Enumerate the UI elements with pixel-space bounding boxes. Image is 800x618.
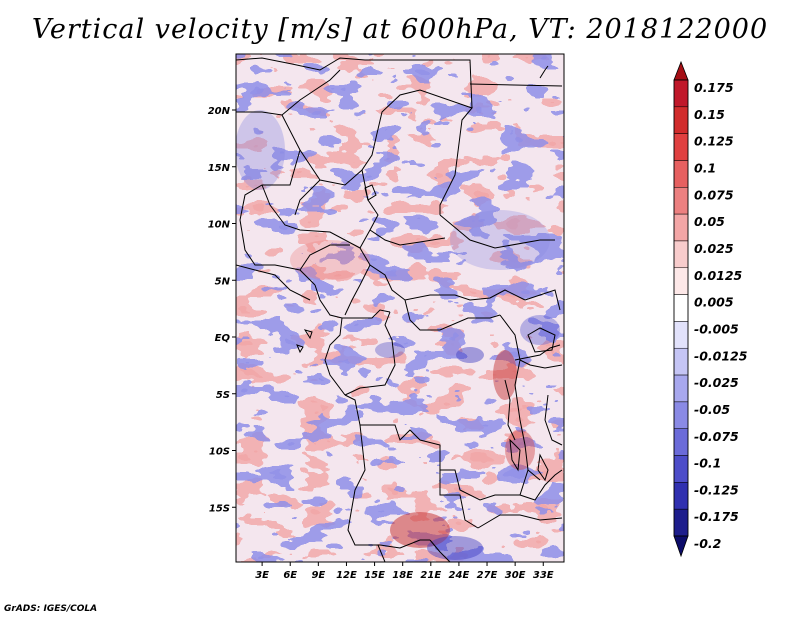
colorbar-segment bbox=[673, 482, 689, 510]
colorbar-segment bbox=[673, 401, 689, 429]
colorbar-segment bbox=[673, 79, 689, 108]
lon-tick-label: 6E bbox=[283, 570, 297, 581]
lon-tick-label: 27E bbox=[477, 570, 498, 581]
colorbar-label: 0.175 bbox=[694, 80, 734, 95]
lon-tick-label: 18E bbox=[392, 570, 413, 581]
colorbar-segment bbox=[673, 374, 689, 403]
colorbar-segment bbox=[673, 294, 689, 322]
colorbar-segment bbox=[673, 428, 689, 456]
colorbar-label: -0.175 bbox=[694, 509, 739, 524]
lat-tick-label: 5N bbox=[215, 276, 231, 287]
lon-tick-label: 30E bbox=[505, 570, 526, 581]
latitude-axis: 20N 15N 10N 5N EQ 5S 10S 15S bbox=[208, 106, 236, 514]
colorbar-label: 0.15 bbox=[694, 107, 725, 122]
lon-tick-label: 15E bbox=[364, 570, 385, 581]
colorbar-segment bbox=[673, 321, 689, 349]
lat-tick-label: 20N bbox=[208, 106, 231, 117]
colorbar-label: 0.05 bbox=[694, 214, 725, 229]
colorbar-label: -0.025 bbox=[694, 375, 739, 390]
colorbar-segment bbox=[673, 508, 689, 537]
credit-text: GrADS: IGES/COLA bbox=[4, 604, 98, 614]
colorbar-segment bbox=[673, 187, 689, 215]
lon-tick-label: 3E bbox=[255, 570, 269, 581]
lat-tick-label: 10S bbox=[209, 447, 230, 458]
colorbar-label: -0.125 bbox=[694, 482, 739, 497]
colorbar-label: -0.005 bbox=[694, 321, 739, 336]
colorbar-segment bbox=[673, 106, 689, 134]
lat-tick-label: EQ bbox=[215, 333, 231, 344]
lat-tick-label: 15N bbox=[208, 163, 231, 174]
country-borders bbox=[236, 57, 563, 562]
lon-tick-label: 12E bbox=[336, 570, 357, 581]
lat-tick-label: 5S bbox=[216, 390, 230, 401]
colorbar-segment bbox=[673, 267, 689, 295]
colorbar-label: -0.0125 bbox=[694, 348, 748, 363]
colorbar-segment bbox=[673, 213, 689, 242]
lat-tick-label: 15S bbox=[209, 503, 230, 514]
colorbar-bottom-arrow bbox=[673, 535, 689, 558]
vertical-velocity-field bbox=[236, 54, 564, 562]
longitude-axis: 3E 6E 9E 12E 15E 18E 21E 24E 27E 30E 33E bbox=[255, 562, 554, 581]
colorbar-segment bbox=[673, 133, 689, 161]
lon-tick-label: 21E bbox=[420, 570, 441, 581]
colorbar-segment bbox=[673, 455, 689, 483]
lon-tick-label: 24E bbox=[449, 570, 470, 581]
lon-tick-label: 9E bbox=[311, 570, 325, 581]
colorbar-label: -0.05 bbox=[694, 402, 730, 417]
colorbar-label: -0.075 bbox=[694, 429, 739, 444]
plot-title: Vertical velocity [m/s] at 600hPa, VT: 2… bbox=[31, 14, 769, 45]
colorbar-segment bbox=[673, 347, 689, 376]
colorbar-label: 0.005 bbox=[694, 295, 734, 310]
colorbar-segment bbox=[673, 160, 689, 188]
colorbar: 0.175 0.15 0.125 0.1 0.075 0.05 0.025 0.0125 0.0… bbox=[673, 60, 748, 558]
map-frame bbox=[235, 53, 565, 563]
colorbar-label: 0.025 bbox=[694, 241, 734, 256]
lat-tick-label: 10N bbox=[208, 220, 231, 231]
colorbar-top-arrow bbox=[673, 60, 689, 81]
lon-tick-label: 33E bbox=[533, 570, 554, 581]
colorbar-label: -0.2 bbox=[694, 536, 721, 551]
colorbar-label: 0.0125 bbox=[694, 268, 743, 283]
colorbar-segment bbox=[673, 240, 689, 269]
colorbar-label: 0.125 bbox=[694, 134, 734, 149]
colorbar-label: 0.075 bbox=[694, 187, 734, 202]
colorbar-label: -0.1 bbox=[694, 456, 721, 471]
colorbar-label: 0.1 bbox=[694, 161, 716, 176]
